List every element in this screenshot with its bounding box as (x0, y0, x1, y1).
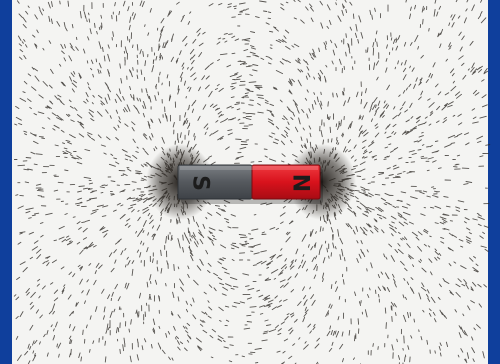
north-pole-clump (288, 144, 356, 220)
north-pole-label: N (288, 174, 313, 192)
bar-magnet: S N (177, 164, 323, 204)
south-pole-label: S (188, 175, 213, 191)
magnet-highlight (180, 166, 318, 170)
north-pole-block (251, 164, 321, 200)
